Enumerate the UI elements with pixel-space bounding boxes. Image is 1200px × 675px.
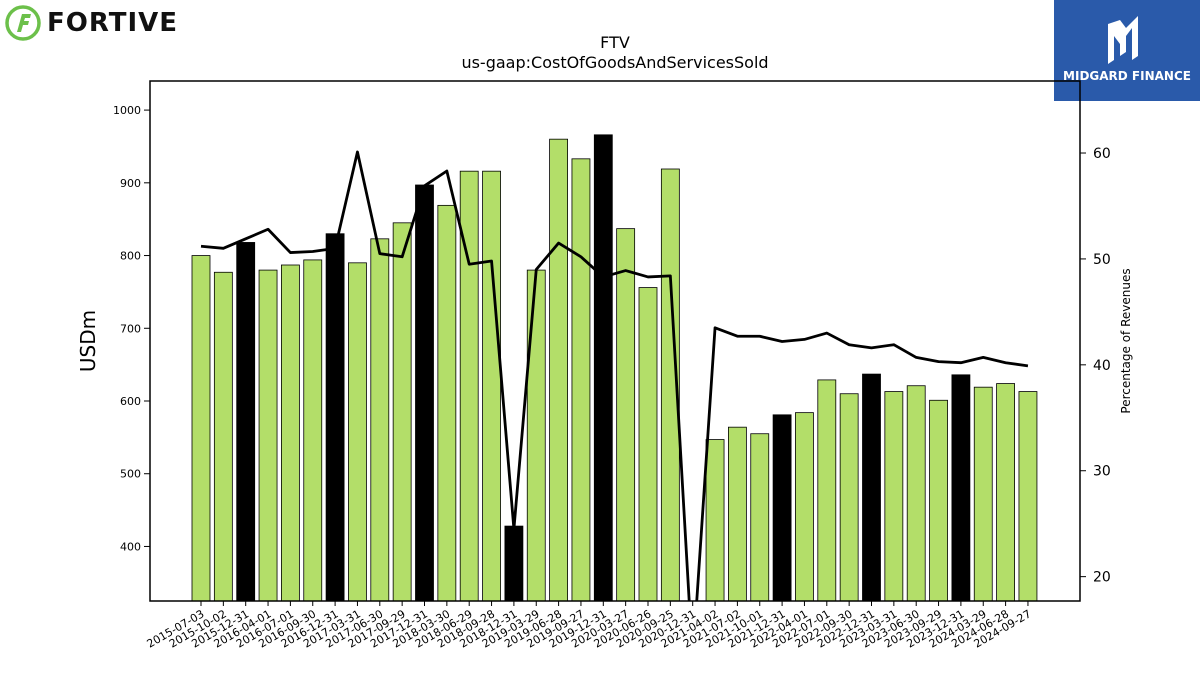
bar-2024-03-29 xyxy=(973,386,993,602)
x-axis: 2015-07-032015-10-022015-12-312016-04-01… xyxy=(145,601,1033,651)
bar-2021-12-31 xyxy=(772,414,792,602)
midgard-logo-icon xyxy=(1108,16,1138,64)
bar-2016-09-30 xyxy=(303,259,323,602)
bar-2020-03-27 xyxy=(616,228,636,602)
y-tick-label-800: 800 xyxy=(120,250,141,263)
plot-frame xyxy=(149,80,1081,602)
bar-2019-12-31 xyxy=(593,134,613,602)
y-tick-label-900: 900 xyxy=(120,177,141,190)
y-axis-label: USDm xyxy=(76,310,100,372)
bar-2023-12-31 xyxy=(951,374,971,602)
bar-2023-06-30 xyxy=(906,385,926,602)
midgard-finance-badge: MIDGARD FINANCE xyxy=(1054,0,1200,101)
bar-2015-10-02 xyxy=(213,271,233,602)
bar-2020-06-26 xyxy=(638,287,658,602)
bar-2022-07-01 xyxy=(817,379,837,602)
y-tick-label-700: 700 xyxy=(120,322,141,335)
y2-tick-label-60: 60 xyxy=(1093,146,1111,162)
bar-2021-10-01 xyxy=(750,433,770,602)
y-axis-left: 400 500 600 700 800 900 1000 xyxy=(113,104,150,553)
fortive-logo-icon xyxy=(5,5,41,41)
y-tick-label-500: 500 xyxy=(120,468,141,481)
chart-title: FTV xyxy=(600,33,630,52)
bar-2016-04-01 xyxy=(258,269,278,602)
bar-2021-04-02 xyxy=(705,439,725,602)
bar-2023-09-29 xyxy=(929,399,948,602)
y2-tick-label-30: 30 xyxy=(1093,464,1111,480)
chart-subtitle: us-gaap:CostOfGoodsAndServicesSold xyxy=(461,53,768,72)
bars-layer xyxy=(191,134,1038,602)
bar-2022-12-31 xyxy=(862,373,881,602)
fortive-logo: FORTIVE xyxy=(5,4,178,42)
y2-axis-label: Percentage of Revenues xyxy=(1119,268,1133,413)
bar-2015-12-31 xyxy=(236,242,256,602)
percentage-of-revenues-line xyxy=(200,150,1029,601)
y2-tick-label-50: 50 xyxy=(1093,252,1111,268)
bar-2024-09-27 xyxy=(1018,391,1038,602)
y2-tick-label-20: 20 xyxy=(1093,570,1111,586)
bar-2018-12-31 xyxy=(504,525,524,602)
y-tick-label-400: 400 xyxy=(120,540,141,553)
bar-2018-09-28 xyxy=(482,170,501,602)
bar-2017-09-29 xyxy=(392,222,412,602)
bar-2017-12-31 xyxy=(415,184,434,602)
bar-2016-12-31 xyxy=(325,233,345,602)
bar-2022-09-30 xyxy=(839,393,859,602)
bar-2024-06-28 xyxy=(996,383,1015,602)
bar-2017-06-30 xyxy=(370,238,390,602)
fortive-logo-text: FORTIVE xyxy=(47,8,179,38)
bar-2015-07-03 xyxy=(191,255,211,602)
line-layer xyxy=(200,150,1029,601)
bar-2021-07-02 xyxy=(728,426,747,602)
bar-2023-03-31 xyxy=(884,391,904,602)
y-axis-right: 20 30 40 50 60 xyxy=(1080,146,1111,586)
bar-2019-03-29 xyxy=(526,269,546,602)
y2-tick-label-40: 40 xyxy=(1093,358,1111,374)
y-tick-label-1000: 1000 xyxy=(113,104,141,117)
bar-2019-09-27 xyxy=(571,158,591,602)
bar-2019-06-28 xyxy=(549,138,568,602)
bar-2018-03-30 xyxy=(437,204,457,602)
bar-2016-07-01 xyxy=(280,264,300,602)
bar-2017-03-31 xyxy=(348,262,367,602)
y-tick-label-600: 600 xyxy=(120,395,141,408)
bar-2022-04-01 xyxy=(795,412,814,602)
midgard-finance-text: MIDGARD FINANCE xyxy=(1063,69,1191,83)
